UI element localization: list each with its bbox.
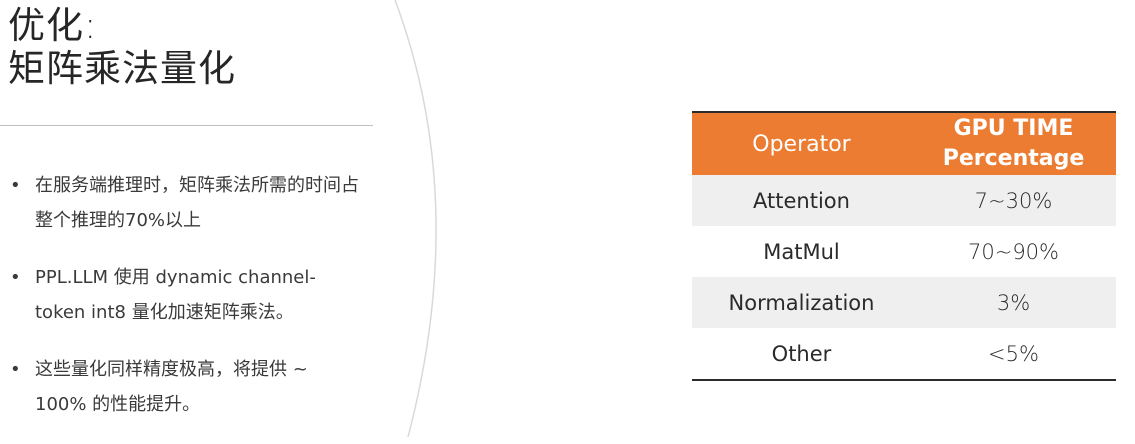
table-row: Normalization 3%	[692, 277, 1116, 328]
header-gpu-time-line-1: GPU TIME	[953, 116, 1074, 141]
bullet-text: 在服务端推理时，矩阵乘法所需的时间占整个推理的70%以上	[35, 175, 359, 231]
cell-percentage: 3%	[911, 277, 1116, 328]
header-gpu-time: GPU TIME Percentage	[911, 111, 1116, 175]
cell-operator: Normalization	[692, 277, 911, 328]
cell-percentage: 70~90%	[968, 239, 1059, 264]
slide-title: 优化: 矩阵乘法量化	[8, 4, 236, 90]
slide-title-line-2: 矩阵乘法量化	[8, 47, 236, 90]
cell-operator: Attention	[692, 175, 911, 226]
bullet-list: • 在服务端推理时，矩阵乘法所需的时间占整个推理的70%以上 • PPL.LLM…	[10, 168, 360, 444]
bullet-text: 这些量化同样精度极高，将提供 ~ 100% 的性能提升。	[35, 359, 308, 415]
bullet-item: • 这些量化同样精度极高，将提供 ~ 100% 的性能提升。	[10, 352, 360, 422]
cell-operator: MatMul	[763, 239, 840, 264]
bullet-item: • 在服务端推理时，矩阵乘法所需的时间占整个推理的70%以上	[10, 168, 360, 238]
bullet-item: • PPL.LLM 使用 dynamic channel-token int8 …	[10, 260, 360, 330]
table-row: Attention 7~30%	[692, 175, 1116, 226]
table-row: Other <5%	[692, 328, 1116, 381]
header-operator: Operator	[692, 111, 911, 175]
table-header-row: Operator GPU TIME Percentage	[692, 111, 1116, 175]
bullet-marker: •	[10, 175, 21, 196]
table-row: MatMul 70~90%	[692, 226, 1116, 277]
bullet-marker: •	[10, 359, 21, 380]
bullet-text: PPL.LLM 使用 dynamic channel-token int8 量化…	[35, 267, 316, 323]
header-gpu-time-line-2: Percentage	[942, 146, 1085, 171]
title-divider	[0, 125, 373, 126]
cell-percentage: <5%	[911, 328, 1116, 381]
cell-percentage: 7~30%	[911, 175, 1116, 226]
bullet-marker: •	[10, 267, 21, 288]
gpu-time-table: Operator GPU TIME Percentage Attention 7…	[692, 111, 1116, 381]
cell-operator: Other	[692, 328, 911, 381]
slide-title-line-1: 优化:	[8, 4, 98, 47]
